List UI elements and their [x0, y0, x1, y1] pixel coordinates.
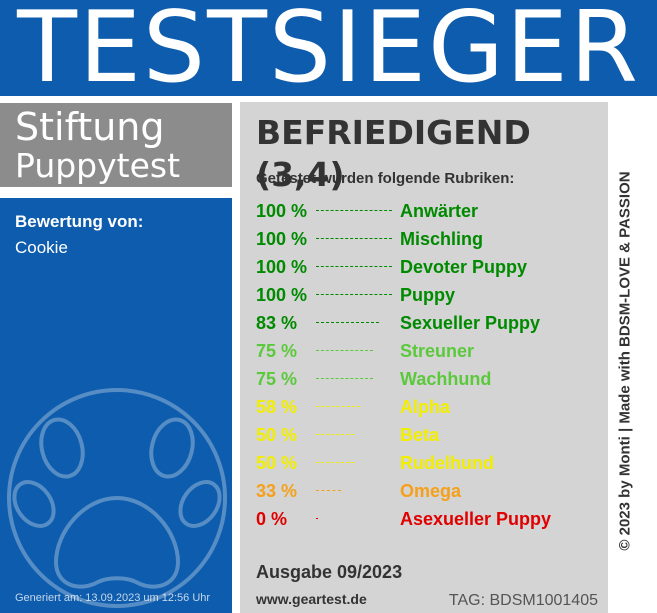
category-score-line: [316, 434, 354, 435]
category-row: 50 % Beta: [256, 423, 608, 451]
category-score-line: [316, 518, 318, 519]
grade-heading: BEFRIEDIGEND (3,4): [256, 113, 531, 194]
category-row: 75 % Wachhund: [256, 367, 608, 395]
category-row: 100 % Mischling: [256, 227, 608, 255]
category-percent: 33 %: [256, 481, 298, 501]
category-score-line: [316, 294, 392, 295]
category-name: Streuner: [400, 341, 475, 361]
category-row: 100 % Anwärter: [256, 199, 608, 227]
tag-id: TAG: BDSM1001405: [448, 592, 598, 609]
category-row: 83 % Sexueller Puppy: [256, 311, 608, 339]
header-banner: TESTSIEGER: [0, 0, 657, 102]
edition-label: Ausgabe 09/2023: [256, 562, 403, 582]
category-score-line: [316, 378, 373, 379]
category-score-line: [316, 322, 379, 323]
category-score-line: [316, 406, 360, 407]
category-name: Sexueller Puppy: [400, 313, 541, 333]
banner-title: TESTSIEGER: [17, 0, 640, 105]
category-score-line: [316, 490, 341, 491]
category-percent: 75 %: [256, 341, 298, 361]
category-percent: 0 %: [256, 509, 288, 529]
category-percent: 100 %: [256, 201, 308, 221]
category-score-line: [316, 266, 392, 267]
category-name: Asexueller Puppy: [400, 509, 552, 529]
category-name: Anwärter: [400, 201, 479, 221]
category-name: Beta: [400, 425, 440, 445]
category-row: 75 % Streuner: [256, 339, 608, 367]
category-score-line: [316, 350, 373, 351]
rated-by-value: Cookie: [15, 238, 68, 257]
category-row: 33 % Omega: [256, 479, 608, 507]
copyright-vertical: © 2023 by Monti | Made with BDSM-LOVE & …: [614, 112, 636, 610]
paw-icon: [7, 388, 227, 608]
category-name: Alpha: [400, 397, 451, 417]
category-row: 58 % Alpha: [256, 395, 608, 423]
category-row: 100 % Devoter Puppy: [256, 255, 608, 283]
category-name: Rudelhund: [400, 453, 494, 473]
category-percent: 83 %: [256, 313, 298, 333]
category-percent: 58 %: [256, 397, 298, 417]
category-percent: 75 %: [256, 369, 298, 389]
rating-panel: Bewertung von: Cookie Generiert am: 13.0…: [0, 198, 232, 613]
category-name: Puppy: [400, 285, 456, 305]
category-row: 0 % Asexueller Puppy: [256, 507, 608, 535]
generated-timestamp: Generiert am: 13.09.2023 um 12:56 Uhr: [15, 592, 211, 604]
brand-name-line1: Stiftung: [15, 105, 165, 149]
category-score-line: [316, 238, 392, 239]
website-link[interactable]: www.geartest.de: [256, 591, 367, 607]
category-row: 50 % Rudelhund: [256, 451, 608, 479]
category-percent: 50 %: [256, 453, 298, 473]
rated-by-label: Bewertung von:: [15, 212, 144, 231]
tested-categories-label: Getestet wurden folgende Rubriken:: [256, 170, 515, 187]
results-panel: BEFRIEDIGEND (3,4) Getestet wurden folge…: [240, 102, 608, 613]
category-percent: 100 %: [256, 229, 308, 249]
category-score-line: [316, 210, 392, 211]
brand-name-line2: Puppytest: [15, 146, 181, 185]
brand-box: Stiftung Puppytest: [0, 103, 232, 187]
category-percent: 100 %: [256, 257, 308, 277]
category-percent: 100 %: [256, 285, 308, 305]
category-score-line: [316, 462, 354, 463]
category-name: Omega: [400, 481, 462, 501]
category-name: Mischling: [400, 229, 484, 249]
category-name: Devoter Puppy: [400, 257, 528, 277]
copyright-text: © 2023 by Monti | Made with BDSM-LOVE & …: [616, 171, 634, 551]
category-name: Wachhund: [400, 369, 492, 389]
category-percent: 50 %: [256, 425, 298, 445]
left-column: Stiftung Puppytest Bewertung von: Cookie…: [0, 96, 240, 613]
category-row: 100 % Puppy: [256, 283, 608, 311]
